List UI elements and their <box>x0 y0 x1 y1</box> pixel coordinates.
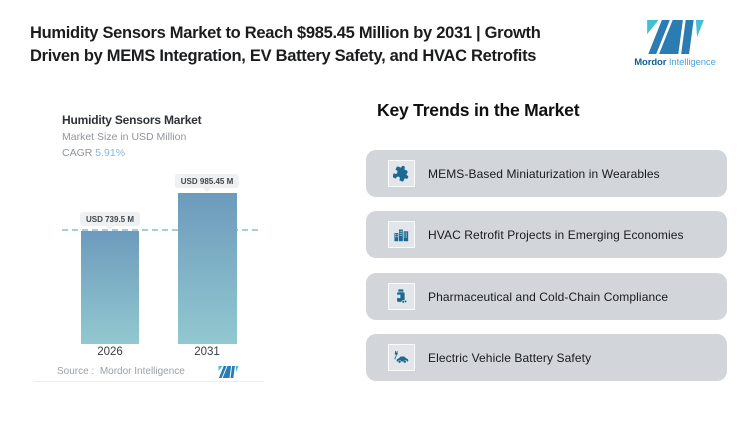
trend-icon-tile <box>388 283 415 310</box>
trend-card-hvac: HVAC Retrofit Projects in Emerging Econo… <box>366 211 727 258</box>
bar-2026 <box>81 231 139 344</box>
chart-title: Humidity Sensors Market <box>62 113 202 127</box>
chart-bottom-divider <box>34 381 264 382</box>
trend-icon-tile <box>388 160 415 187</box>
chart-subtitle: Market Size in USD Million <box>62 131 187 143</box>
chart-cagr: CAGR 5.91% <box>62 147 125 159</box>
trend-card-ev: Electric Vehicle Battery Safety <box>366 334 727 381</box>
headline-line-1: Humidity Sensors Market to Reach $985.45… <box>30 24 541 42</box>
brand-wordmark: Mordor Intelligence <box>634 57 716 68</box>
trend-icon-tile <box>388 344 415 371</box>
x-axis-label-2031: 2031 <box>194 346 220 358</box>
bar-2031 <box>178 193 237 344</box>
mordor-intelligence-logo-icon <box>646 20 704 54</box>
source-mini-logo-icon <box>218 366 239 378</box>
brand-logo: Mordor Intelligence <box>630 20 720 68</box>
buildings-icon <box>394 229 409 242</box>
medicine-bottle-icon <box>397 289 408 304</box>
trend-label: MEMS-Based Miniaturization in Wearables <box>428 166 660 181</box>
trend-label: HVAC Retrofit Projects in Emerging Econo… <box>428 227 684 242</box>
bar-value-label-2026: USD 739.5 M <box>79 212 141 230</box>
trend-card-pharma: Pharmaceutical and Cold-Chain Compliance <box>366 273 727 320</box>
bar-value-label-2031: USD 985.45 M <box>174 174 240 192</box>
trend-icon-tile <box>388 221 415 248</box>
cagr-label: CAGR <box>62 147 93 159</box>
chart-source: Source : Mordor Intelligence <box>57 366 185 377</box>
trends-heading: Key Trends in the Market <box>377 100 580 120</box>
source-name: Mordor Intelligence <box>99 366 185 377</box>
reference-dashed-line <box>62 229 258 231</box>
cagr-value: 5.91% <box>95 147 126 159</box>
trend-label: Pharmaceutical and Cold-Chain Compliance <box>428 289 669 304</box>
trend-card-mems: MEMS-Based Miniaturization in Wearables <box>366 150 727 197</box>
electric-car-icon <box>394 350 409 363</box>
page-title: Humidity Sensors Market to Reach $985.45… <box>30 22 541 68</box>
source-label: Source : <box>57 366 95 377</box>
headline-line-2: Driven by MEMS Integration, EV Battery S… <box>30 47 537 65</box>
x-axis-label-2026: 2026 <box>97 346 123 358</box>
puzzle-icon <box>393 165 409 182</box>
trend-label: Electric Vehicle Battery Safety <box>428 350 592 365</box>
